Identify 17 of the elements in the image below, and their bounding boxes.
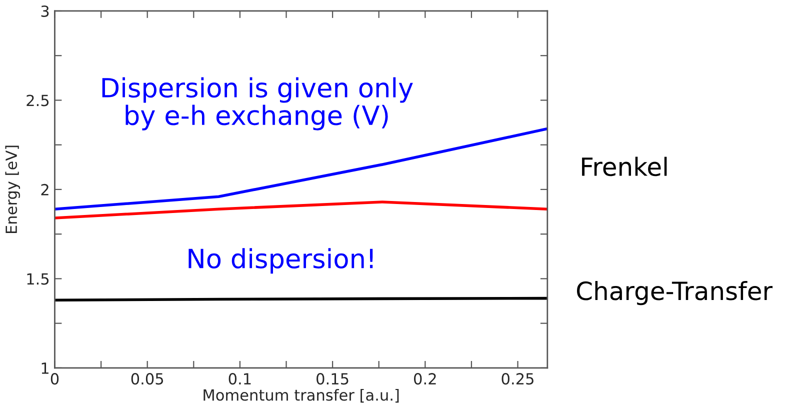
x-tick-label: 0.05 (131, 373, 164, 385)
x-tick-label: 0 (50, 373, 59, 385)
text: Frenkel (582, 156, 667, 176)
x-axis-title: Momentum transfer [a.u.] (204, 388, 399, 403)
x-tick-label: 0.25 (502, 373, 534, 385)
x-tick-label: 0.2 (414, 373, 436, 385)
x-tick-label: 0.1 (228, 373, 251, 385)
y-tick-label: 2.5 (26, 94, 49, 106)
y-tick-label: 1.5 (27, 273, 49, 285)
y-tick-label: 3 (41, 5, 49, 18)
y-tick-label: 1 (42, 362, 48, 374)
y-tick-label: 2 (41, 184, 48, 196)
annotation: No dispersion! (188, 248, 373, 274)
y-axis-title: Energy [eV] (5, 146, 20, 234)
annotation: Dispersion is given only by e-h exchange (V) (102, 77, 413, 130)
x-tick-label: 0.15 (316, 373, 348, 385)
text: Charge-Transfer (576, 280, 773, 306)
